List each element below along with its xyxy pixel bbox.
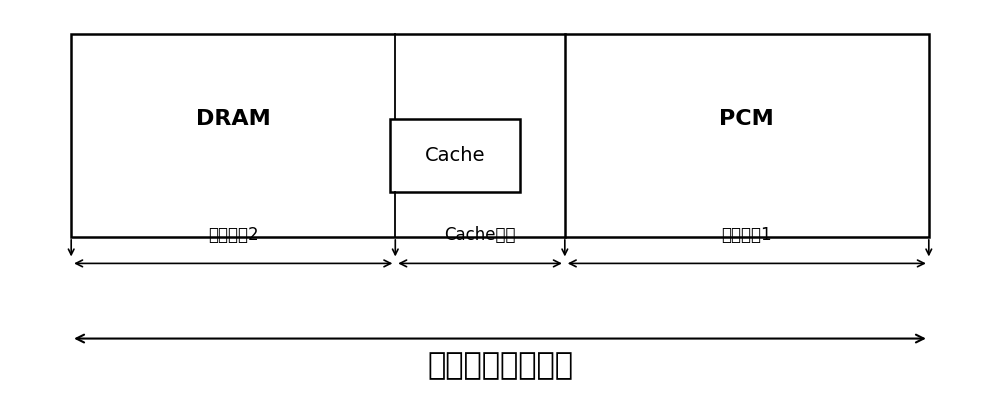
Bar <box>71 34 929 237</box>
Text: Cache地址: Cache地址 <box>444 226 516 244</box>
Text: 统一编址1: 统一编址1 <box>722 226 772 244</box>
Text: DRAM: DRAM <box>196 109 271 129</box>
Text: 异构混合内存空间: 异构混合内存空间 <box>427 351 573 380</box>
Text: PCM: PCM <box>719 109 774 129</box>
Text: 统一编址2: 统一编址2 <box>208 226 259 244</box>
Bar <box>390 119 520 192</box>
Text: Cache: Cache <box>425 146 485 165</box>
